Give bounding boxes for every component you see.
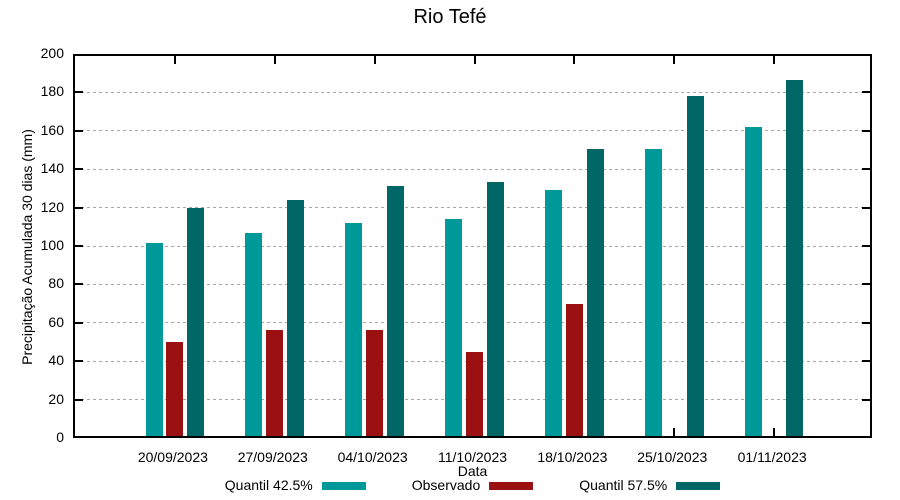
y-axis-tick [75,245,83,247]
bar [586,148,604,436]
bar [345,222,363,436]
y-axis-tick [75,206,83,209]
bar [565,304,583,436]
bar [744,126,762,436]
x-axis-tick [473,56,476,64]
x-axis-tick [673,428,676,436]
x-axis-tick-label: 18/10/2023 [537,449,608,465]
y-axis-tick-label: 60 [48,313,64,330]
x-axis-tick [173,56,176,64]
y-axis-tick-label: 40 [48,352,64,369]
y-axis-tick-label: 20 [48,390,64,407]
x-axis-tick [673,56,676,64]
gridline [75,245,870,247]
gridline [75,207,870,209]
bar [445,219,463,436]
x-axis-tick-label: 27/09/2023 [237,449,308,465]
bar [545,190,563,436]
y-axis-tick [75,91,83,94]
legend-entry-observado: Observado [411,477,534,493]
x-axis-tick [273,56,276,64]
plot-area [73,54,872,438]
y-axis-tick [75,360,83,363]
bar [686,96,704,436]
legend-entry-quantil-57-5: Quantil 57.5% [579,477,721,493]
y-axis-tick-label: 140 [40,160,64,177]
x-axis-tick-label: 11/10/2023 [437,449,508,465]
y-axis-tick-label: 80 [48,275,64,292]
legend-swatch [676,481,721,490]
y-axis-tick [862,283,870,286]
y-axis-tick-label: 160 [40,121,64,138]
legend-label: Quantil 42.5% [224,477,313,493]
x-axis-tick-label: 20/09/2023 [137,449,208,465]
bar [466,351,483,436]
bar [145,243,163,436]
x-axis-label: Data [457,463,488,479]
gridline [75,322,870,324]
legend-label: Quantil 57.5% [579,477,668,493]
y-axis-tick-label: 0 [56,429,64,445]
legend-swatch [321,481,366,490]
x-axis-tick [773,56,776,64]
y-axis-tick-label: 180 [40,83,64,100]
y-axis-tick [75,129,83,132]
bar [786,79,804,436]
y-axis-tick [862,206,870,209]
legend: Quantil 42.5% Observado Quantil 57.5% [73,478,872,493]
x-axis-tick [773,428,776,436]
y-axis-tick-label: 100 [40,237,64,253]
legend-swatch [489,481,534,490]
y-axis-tick [862,129,870,132]
x-axis-tick [373,56,376,64]
gridline [75,168,870,170]
gridline [75,91,870,93]
y-axis-tick [862,321,870,324]
y-axis-tick [862,360,870,363]
bar [287,199,305,436]
gridline [75,130,870,132]
bar [486,181,504,436]
bar [366,330,384,436]
gridline [75,283,870,285]
y-axis-tick [862,91,870,94]
y-axis-tick [75,168,83,171]
y-axis-tick [862,398,870,401]
chart-title: Rio Tefé [413,6,487,28]
bar [245,233,263,436]
x-axis-tick [573,56,576,64]
legend-label: Observado [411,477,481,493]
x-axis-tick-label: 01/11/2023 [737,449,807,465]
y-axis-tick [75,321,83,324]
x-axis-tick-label: 25/10/2023 [637,449,708,465]
legend-entry-quantil-42-5: Quantil 42.5% [225,478,366,493]
y-axis-tick-label: 200 [40,45,64,61]
x-axis-tick-label: 04/10/2023 [337,449,408,465]
y-axis-tick [862,168,870,171]
bar [166,341,184,436]
y-axis-tick [862,245,870,247]
bar [644,148,662,436]
bar [187,208,205,436]
y-axis-tick-label: 120 [40,198,64,215]
bar [386,186,404,436]
y-axis-tick [75,283,83,286]
bar [266,330,284,436]
y-axis-tick [75,398,83,401]
